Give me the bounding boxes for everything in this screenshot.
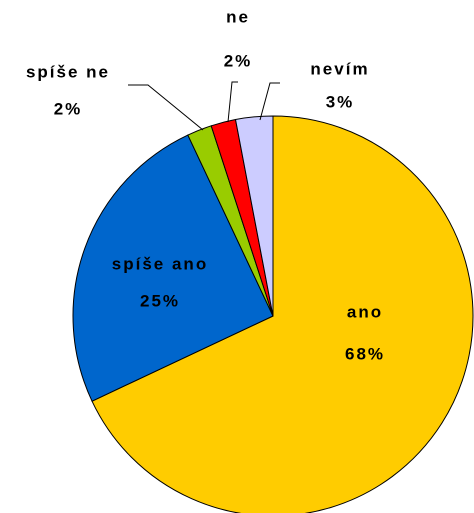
slice-value-label: 2%	[224, 51, 253, 70]
leader-line	[128, 84, 204, 131]
slice-value-label: 3%	[326, 92, 355, 111]
leader-line	[259, 82, 280, 121]
slice-value-label: 2%	[54, 99, 83, 118]
slice-value-label: 25%	[140, 291, 180, 310]
slice-label: ano	[347, 302, 383, 321]
slice-value-label: 68%	[345, 344, 385, 363]
pie-slice	[234, 115, 274, 317]
pie-slice	[72, 134, 274, 402]
leader-line	[227, 81, 238, 123]
slice-label: spíše ne	[26, 62, 110, 81]
slice-label: nevím	[310, 59, 369, 78]
slice-label: spíše ano	[112, 254, 208, 273]
slice-label: ne	[226, 7, 250, 26]
pie-slice	[91, 115, 474, 513]
